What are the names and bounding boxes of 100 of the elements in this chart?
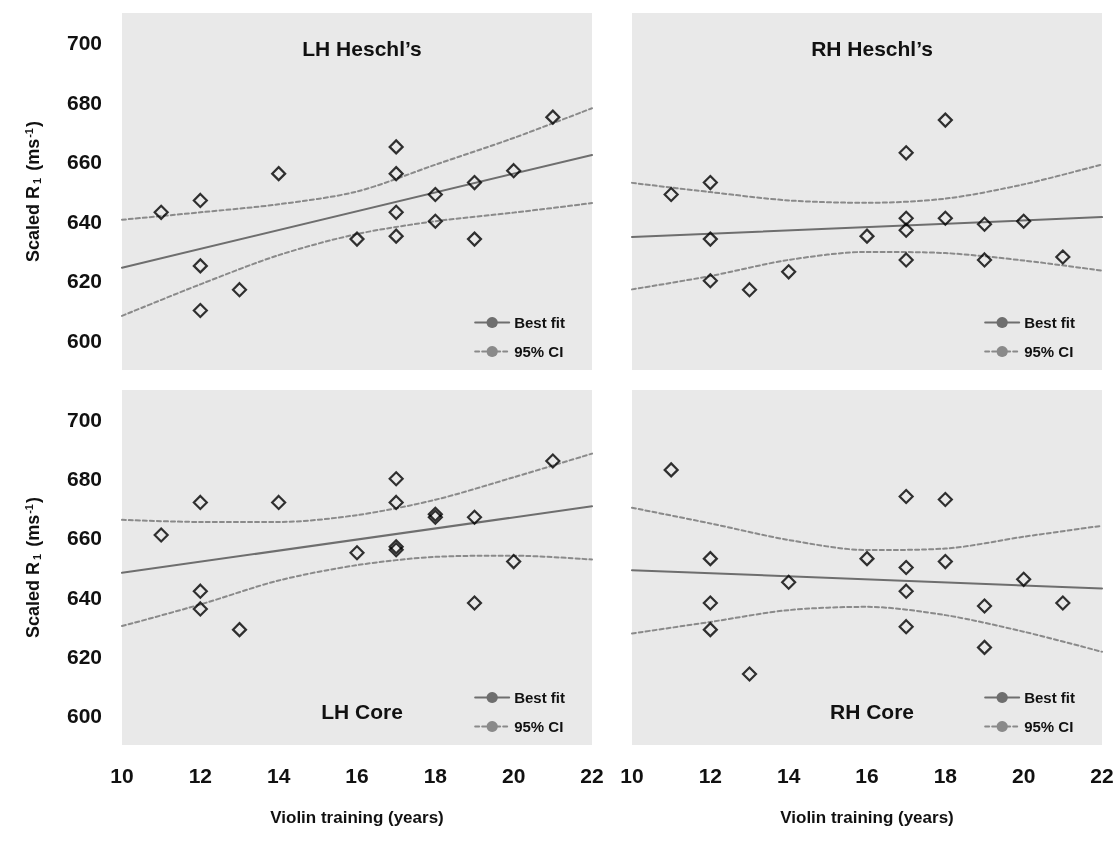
point <box>859 551 875 567</box>
y-tick-label: 700 <box>66 408 102 432</box>
x-axis-title: Violin training (years) <box>270 808 444 827</box>
x-tick-label: 20 <box>501 764 526 787</box>
y-tick-label: 680 <box>66 467 102 491</box>
y-tick-label: 600 <box>66 328 102 352</box>
point <box>663 462 679 478</box>
x-tick-label: 14 <box>776 764 801 787</box>
y-tick-label: 700 <box>66 31 102 55</box>
y-axis-title: Scaled R1 (ms-1) <box>22 121 43 262</box>
x-axis-title: Violin training (years) <box>780 808 954 827</box>
line-series <box>121 452 593 523</box>
point <box>898 252 914 268</box>
point <box>153 204 169 220</box>
point <box>192 192 208 209</box>
point <box>741 666 758 682</box>
x-tick-label: 10 <box>110 764 134 787</box>
point <box>898 145 914 161</box>
legend-label: Best fit <box>514 689 566 706</box>
point <box>702 595 718 611</box>
text: RH Heschl’s <box>811 37 933 60</box>
point <box>388 471 404 487</box>
x-tick-label: 16 <box>345 764 369 787</box>
legend-label: 95% CI <box>514 718 564 735</box>
point <box>781 264 797 280</box>
point <box>702 231 718 247</box>
point <box>937 553 953 570</box>
point <box>898 619 914 635</box>
point <box>427 213 443 229</box>
point <box>192 302 208 319</box>
x-tick-label: 22 <box>1090 764 1114 787</box>
point <box>545 109 561 125</box>
y-tick-label: 660 <box>66 526 102 550</box>
text: LH Core <box>321 700 403 723</box>
y-tick-label: 620 <box>66 269 102 293</box>
point <box>545 453 561 469</box>
point <box>702 273 718 289</box>
point <box>349 231 365 247</box>
legend-label: 95% CI <box>1024 718 1074 735</box>
point <box>388 228 404 244</box>
point <box>1055 595 1071 611</box>
x-tick-label: 18 <box>933 764 958 787</box>
point <box>506 553 522 570</box>
point <box>781 574 797 590</box>
point <box>976 639 993 655</box>
point <box>898 222 914 238</box>
point <box>741 282 758 298</box>
x-tick-label: 20 <box>1011 764 1036 787</box>
point <box>898 488 914 505</box>
point <box>702 622 718 638</box>
point <box>976 598 993 614</box>
y-tick-label: 600 <box>66 703 102 727</box>
point <box>427 186 443 203</box>
point <box>937 112 953 128</box>
point <box>506 163 522 179</box>
point <box>702 551 718 567</box>
point <box>388 494 404 511</box>
y-tick-label: 680 <box>66 90 102 114</box>
point <box>466 174 483 191</box>
point <box>349 545 365 561</box>
x-tick-label: 14 <box>266 764 291 787</box>
point <box>466 231 483 247</box>
point <box>388 204 404 220</box>
point <box>231 282 248 298</box>
y-axis-title: Scaled R1 (ms-1) <box>22 497 43 638</box>
point <box>702 174 718 191</box>
point <box>271 494 287 511</box>
point <box>937 491 953 508</box>
legend-label: Best fit <box>514 314 566 331</box>
legend-label: Best fit <box>1024 689 1076 706</box>
point <box>663 186 679 203</box>
y-tick-label: 620 <box>66 644 102 668</box>
legend-label: 95% CI <box>514 343 564 360</box>
point <box>937 210 953 226</box>
point <box>231 622 248 638</box>
legend-label: 95% CI <box>1024 343 1074 360</box>
x-tick-label: 12 <box>698 764 723 787</box>
text: LH Heschl’s <box>302 37 422 60</box>
x-tick-label: 18 <box>423 764 448 787</box>
point <box>192 494 208 511</box>
point <box>271 166 287 182</box>
point <box>1016 571 1032 587</box>
line-series <box>121 202 593 317</box>
point <box>898 559 914 576</box>
point <box>192 601 208 617</box>
text: RH Core <box>829 700 915 723</box>
point <box>153 527 169 543</box>
x-tick-label: 12 <box>188 764 213 787</box>
point <box>976 216 993 232</box>
point <box>898 210 914 226</box>
legend-label: Best fit <box>1024 314 1076 331</box>
x-tick-label: 16 <box>855 764 879 787</box>
point <box>859 228 875 244</box>
point <box>388 166 404 182</box>
point <box>192 583 208 599</box>
point <box>388 139 404 155</box>
point <box>466 595 483 611</box>
y-tick-label: 660 <box>66 150 102 174</box>
point <box>976 252 993 268</box>
y-tick-label: 640 <box>66 209 102 233</box>
